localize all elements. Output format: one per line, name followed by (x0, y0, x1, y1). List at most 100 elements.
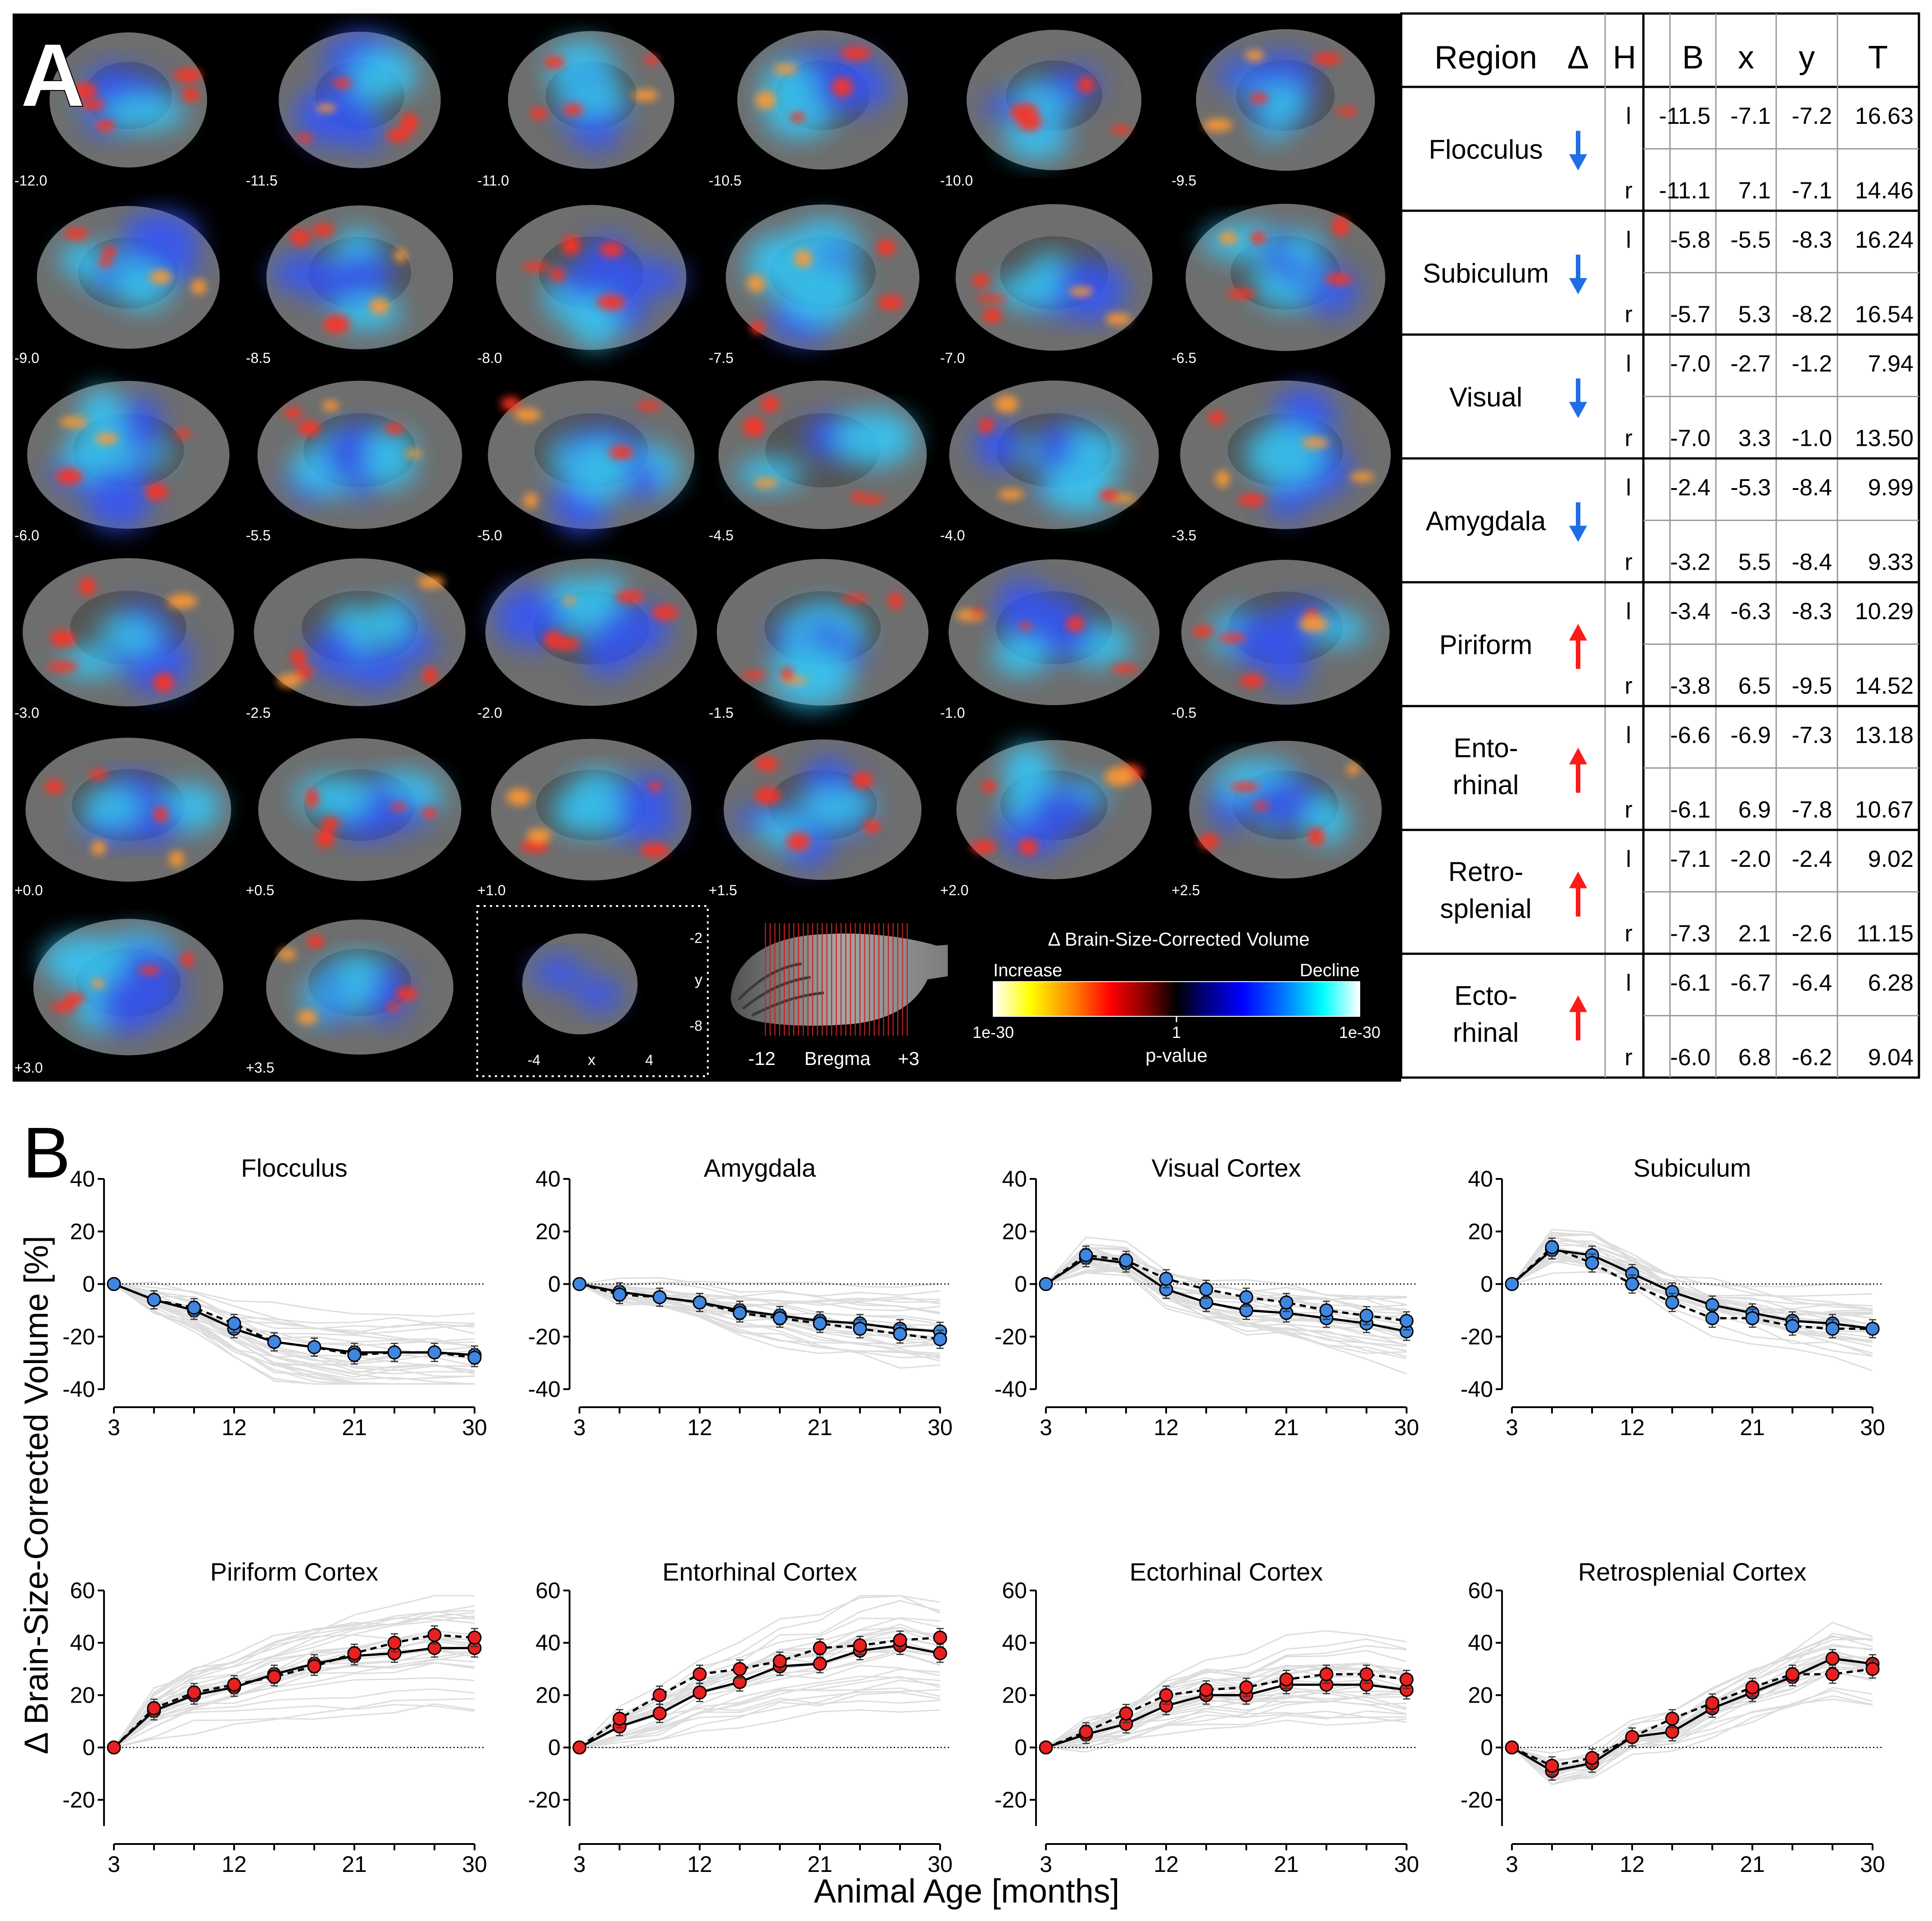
line-chart: Visual Cortex -40 -20 0 20 40 3 12 21 30 (995, 1154, 1419, 1440)
y-tick-label: -20 (528, 1324, 561, 1349)
table-cell: -6.9 (1730, 722, 1771, 748)
table-cell: 10.29 (1855, 598, 1914, 625)
region-name: Piriform (1439, 630, 1533, 660)
hemisphere-label: r (1624, 797, 1632, 823)
y-tick-label: 40 (1002, 1166, 1027, 1192)
table-cell: -8.4 (1792, 475, 1832, 501)
data-point (853, 1322, 867, 1336)
data-point (1039, 1740, 1053, 1755)
slice-label: -8.5 (246, 350, 271, 366)
hemisphere-label: l (1626, 351, 1631, 377)
slice-label: +1.0 (477, 882, 506, 898)
slice-label: -5.0 (477, 527, 502, 544)
hemisphere-label: r (1624, 302, 1632, 328)
brain-slice: -7.0 (940, 204, 1153, 366)
x-tick-label: 3 (1506, 1852, 1518, 1877)
brain-slice: -2.5 (246, 558, 466, 721)
brain-slice: -10.5 (709, 30, 908, 189)
brain-slice: -3.5 (1172, 381, 1391, 544)
table-cell: 6.9 (1738, 797, 1771, 823)
x-tick-label: 30 (1860, 1852, 1885, 1877)
slice-label: -4.5 (709, 527, 733, 544)
table-cell: 9.33 (1868, 549, 1914, 575)
data-point (1585, 1256, 1599, 1270)
axis-inset: -2 y -8 -4 x 4 (476, 905, 709, 1077)
data-point (813, 1316, 827, 1331)
y-tick-label: 60 (1468, 1578, 1493, 1603)
y-tick-label: 0 (1014, 1735, 1027, 1760)
inset-y-label: y (695, 971, 702, 988)
slice-grid: -12.0 -11.5 -11.0 -10.5 -10.0 -9.5 -9.0 -8.5 -8.… (14, 29, 1391, 1076)
data-point (427, 1628, 442, 1642)
table-cell: -11.5 (1659, 103, 1710, 129)
table-cell: 7.1 (1738, 178, 1771, 204)
table-cell: 9.04 (1868, 1045, 1914, 1071)
slice-label: -11.0 (477, 172, 509, 189)
table-cell: -5.3 (1730, 475, 1771, 501)
brain-slice: +0.0 (14, 738, 231, 898)
table-cell: 10.67 (1855, 797, 1914, 823)
table-cell: -3.2 (1670, 549, 1710, 575)
data-point (1119, 1706, 1133, 1721)
table-cell: -5.5 (1730, 227, 1771, 253)
table-header: B (1682, 40, 1704, 76)
slice-label: -6.5 (1172, 350, 1196, 366)
y-tick-label: 20 (1468, 1682, 1493, 1708)
hemisphere-label: l (1626, 970, 1631, 996)
table-cell: -7.1 (1730, 103, 1771, 129)
inset-y-tick-bottom: -8 (690, 1018, 702, 1034)
y-tick-label: 60 (70, 1578, 95, 1603)
data-point (1159, 1688, 1173, 1702)
series-dashed (572, 1628, 947, 1755)
series-dashed (1505, 1659, 1880, 1776)
table-cell: -8.3 (1792, 227, 1832, 253)
table-cell: 2.1 (1738, 921, 1771, 947)
y-tick-label: 40 (70, 1166, 95, 1192)
y-tick-label: -20 (1461, 1787, 1493, 1812)
data-point (1359, 1309, 1374, 1323)
table-row: Subiculum l -5.8 -5.5 -8.3 16.24 r -5.7 5.3 -8.2 1… (1401, 209, 1919, 328)
x-tick-label: 12 (687, 1415, 712, 1440)
x-tick-label: 3 (108, 1852, 120, 1877)
brain-slice: -0.5 (1172, 560, 1390, 721)
table-row: Piriform l -3.4 -6.3 -8.3 10.29 r -3.8 6.5 -9.5 14… (1401, 581, 1919, 699)
y-tick-label: -40 (63, 1377, 95, 1402)
x-tick-label: 30 (1394, 1852, 1419, 1877)
hemisphere-label: l (1626, 103, 1631, 129)
region-name: Amygdala (1426, 506, 1546, 536)
y-tick-label: 60 (1002, 1578, 1027, 1603)
brain-slice: -8.0 (477, 205, 687, 366)
slice-label: -0.5 (1172, 705, 1196, 721)
data-point (227, 1316, 241, 1331)
table-header: x (1738, 40, 1754, 76)
brain-slice: -3.0 (14, 558, 234, 721)
table-cell: 13.50 (1855, 426, 1914, 452)
y-tick-label: 20 (1002, 1682, 1027, 1708)
chart-title: Retrosplenial Cortex (1578, 1558, 1806, 1586)
chart-title: Amygdala (704, 1154, 816, 1182)
x-tick-label: 12 (1620, 1415, 1645, 1440)
hemisphere-label: l (1626, 227, 1631, 253)
individual-traces (1045, 1630, 1407, 1753)
brain-slice: -6.0 (14, 381, 230, 544)
x-tick-label: 30 (1394, 1415, 1419, 1440)
slice-label: -6.0 (14, 527, 39, 544)
y-tick-label: -40 (528, 1377, 561, 1402)
y-tick-label: -20 (995, 1787, 1027, 1812)
arrow-down-icon (1569, 254, 1587, 294)
table-header: H (1613, 40, 1636, 76)
hemisphere-label: r (1624, 178, 1632, 204)
individual-traces (113, 1281, 475, 1385)
slice-label: -3.5 (1172, 527, 1196, 544)
line-chart: Ectorhinal Cortex -20 0 20 40 60 3 12 21 30 (995, 1558, 1419, 1877)
table-cell: 14.52 (1855, 673, 1914, 699)
y-tick-label: 40 (1002, 1630, 1027, 1655)
line-chart: Piriform Cortex -20 0 20 40 60 3 12 21 30 (63, 1558, 487, 1877)
y-tick-label: 20 (535, 1219, 561, 1244)
data-point (107, 1277, 121, 1291)
brain-slice: -5.5 (246, 381, 462, 544)
data-point (652, 1290, 667, 1305)
slice-label: -12.0 (14, 172, 47, 189)
table-header: T (1868, 40, 1888, 76)
x-tick-label: 12 (1154, 1852, 1179, 1877)
